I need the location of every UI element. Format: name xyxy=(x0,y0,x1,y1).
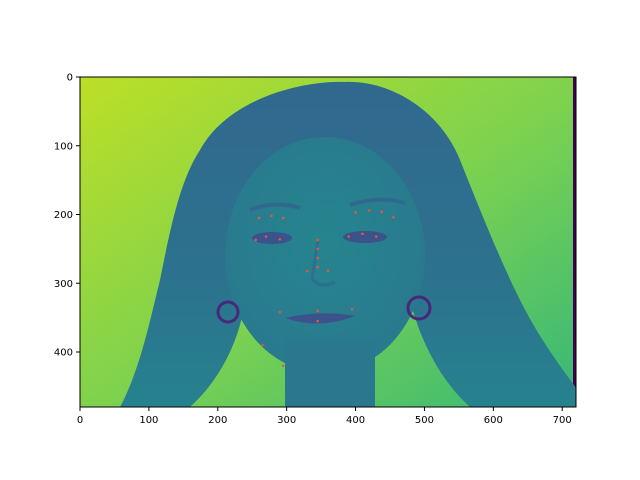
y-tick-label: 300 xyxy=(54,279,73,290)
left-brow xyxy=(249,202,301,212)
image-right-edge xyxy=(573,77,576,407)
landmark-point xyxy=(270,214,273,218)
landmark-point xyxy=(347,235,350,238)
neck-shape xyxy=(285,340,375,407)
x-axis: 0 100 200 300 400 500 600 700 xyxy=(77,407,572,426)
landmark-point xyxy=(278,237,282,241)
landmark-point xyxy=(316,309,319,313)
image-heatmap xyxy=(80,77,576,407)
landmark-point xyxy=(361,232,364,236)
y-tick-label: 100 xyxy=(54,141,73,152)
landmark-point xyxy=(350,308,354,311)
axes-frame xyxy=(79,76,577,408)
right-brow xyxy=(349,197,406,207)
landmark-point xyxy=(257,216,261,220)
x-tick-label: 0 xyxy=(77,415,83,426)
hair-shape xyxy=(120,81,576,407)
nose-shape xyxy=(310,239,336,287)
left-eye xyxy=(252,232,292,244)
landmark-point xyxy=(326,269,330,273)
y-tick-label: 0 xyxy=(67,73,73,84)
landmark-point xyxy=(278,310,282,314)
landmark-point xyxy=(306,269,309,273)
y-tick-label: 400 xyxy=(54,348,73,359)
x-tick-label: 400 xyxy=(346,415,365,426)
y-axis: 0 100 200 300 400 xyxy=(54,73,80,359)
landmark-point xyxy=(254,238,257,242)
landmark-point xyxy=(374,235,378,238)
landmark-point xyxy=(316,238,319,242)
landmark-point xyxy=(380,210,384,214)
landmark-point xyxy=(261,343,264,347)
x-tick-label: 500 xyxy=(415,415,434,426)
landmark-point xyxy=(316,265,319,269)
x-tick-label: 600 xyxy=(484,415,503,426)
landmark-points xyxy=(254,209,395,368)
mouth-shape xyxy=(285,313,355,324)
landmark-point xyxy=(316,247,319,251)
y-tick-label: 200 xyxy=(54,210,73,221)
x-tick-label: 300 xyxy=(277,415,296,426)
x-tick-label: 100 xyxy=(139,415,158,426)
landmark-point xyxy=(281,364,285,368)
left-earring xyxy=(216,300,240,324)
landmark-point xyxy=(316,256,319,260)
right-earring xyxy=(406,295,432,321)
x-tick-label: 700 xyxy=(553,415,572,426)
landmark-point xyxy=(264,235,268,238)
landmark-point xyxy=(354,211,357,214)
landmark-point xyxy=(316,319,319,323)
landmark-point xyxy=(281,216,285,220)
right-eye xyxy=(343,231,387,243)
x-tick-label: 200 xyxy=(208,415,227,426)
landmark-point xyxy=(392,215,395,219)
face-shape xyxy=(225,137,425,373)
landmark-point xyxy=(368,209,371,212)
